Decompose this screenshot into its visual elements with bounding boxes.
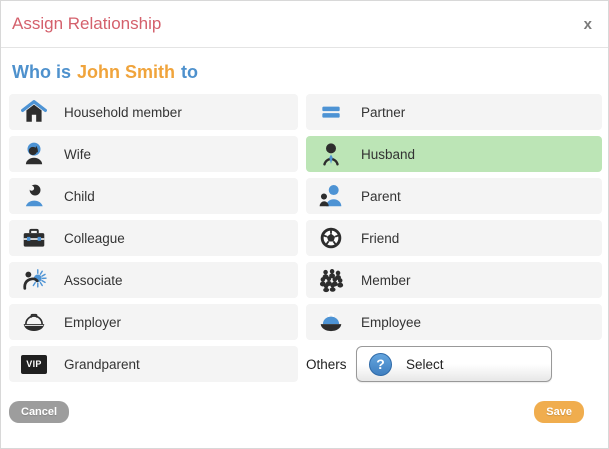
hardhat-outline-icon [21,309,47,335]
soccer-ball-icon [318,225,344,251]
heading-suffix: to [181,62,198,82]
briefcase-icon [21,225,47,251]
two-people-icon [318,183,344,209]
option-employer[interactable]: Employer [9,304,298,340]
option-label: Employer [64,314,122,330]
close-icon[interactable]: x [583,15,592,33]
option-wife[interactable]: Wife [9,136,298,172]
heading-person-name: John Smith [77,62,175,82]
man-tie-icon [318,141,344,167]
relationship-options-grid: Household member Partner Wife Husband [9,94,602,382]
save-button[interactable]: Save [534,401,584,423]
others-row: Others ? Select [306,346,602,382]
option-label: Member [361,272,411,288]
option-colleague[interactable]: Colleague [9,220,298,256]
option-label: Wife [64,146,91,162]
cancel-button[interactable]: Cancel [9,401,70,423]
crowd-icon [318,267,344,293]
others-label: Others [306,356,347,372]
option-label: Associate [64,272,123,288]
option-husband-selected[interactable]: Husband [306,136,602,172]
hardhat-blue-icon [318,309,344,335]
option-parent[interactable]: Parent [306,178,602,214]
option-label: Household member [64,104,182,120]
option-associate[interactable]: Associate [9,262,298,298]
option-friend[interactable]: Friend [306,220,602,256]
option-member[interactable]: Member [306,262,602,298]
others-select-dropdown[interactable]: ? Select [356,346,552,382]
option-employee[interactable]: Employee [306,304,602,340]
vip-icon: VIP [21,351,47,377]
select-label: Select [406,356,444,372]
option-label: Employee [361,314,422,330]
dialog-footer: Cancel Save [9,401,592,423]
network-icon [21,267,47,293]
question-heading: Who is John Smith to [12,62,600,83]
option-grandparent[interactable]: VIP Grandparent [9,346,298,382]
heading-prefix: Who is [12,62,71,82]
option-household-member[interactable]: Household member [9,94,298,130]
option-partner[interactable]: Partner [306,94,602,130]
dialog-body: Who is John Smith to Household member Pa… [1,62,608,423]
question-icon: ? [369,352,392,376]
house-icon [21,99,47,125]
option-label: Colleague [64,230,125,246]
option-label: Partner [361,104,406,120]
dialog-header: Assign Relationship x [1,1,608,48]
option-label: Friend [361,230,400,246]
woman-icon [21,141,47,167]
option-child[interactable]: Child [9,178,298,214]
child-icon [21,183,47,209]
dialog-title: Assign Relationship [12,14,162,33]
option-label: Child [64,188,95,204]
option-label: Grandparent [64,356,140,372]
option-label: Parent [361,188,401,204]
equals-icon [318,99,344,125]
option-label: Husband [361,146,416,162]
